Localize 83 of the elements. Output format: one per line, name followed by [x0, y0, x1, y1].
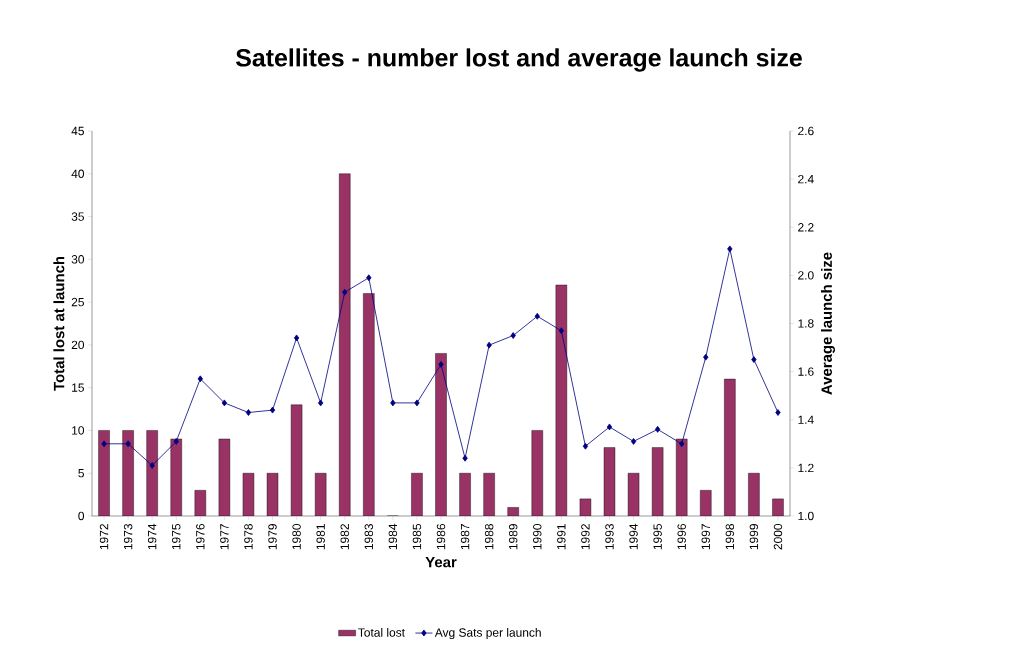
x-tick-label: 1985: [412, 524, 422, 550]
y-tick-label: 35: [71, 212, 84, 221]
point: [462, 454, 468, 462]
legend-label: Avg Sats per launch: [434, 627, 541, 640]
y-tick-label: 20: [71, 340, 85, 350]
point: [197, 375, 203, 383]
point: [438, 361, 444, 368]
x-tick-label: 1974: [147, 523, 157, 550]
point: [125, 440, 131, 448]
point: [342, 288, 348, 296]
point: [775, 409, 781, 416]
y-tick-label: 25: [71, 297, 84, 307]
x-tick-label: 1987: [460, 524, 470, 550]
point: [654, 425, 661, 433]
x-tick-label: 1997: [701, 524, 710, 550]
point: [679, 440, 685, 448]
point: [630, 438, 637, 445]
chart-title: Satellites - number lost and average launch size: [235, 48, 802, 72]
point: [510, 332, 516, 339]
y2-tick-label: 2.4: [798, 174, 814, 184]
point: [558, 327, 564, 335]
y-axis-title: Total lost at launch: [53, 256, 65, 391]
point: [221, 399, 228, 407]
y-tick-label: 5: [78, 469, 84, 478]
point: [727, 245, 733, 253]
point: [582, 442, 589, 450]
point: [269, 406, 276, 414]
x-tick-label: 1981: [316, 524, 325, 550]
x-axis-title: Year: [425, 556, 457, 568]
point: [245, 409, 252, 416]
x-tick-label: 1992: [581, 524, 590, 550]
x-tick-label: 1994: [629, 523, 638, 550]
point: [366, 274, 372, 282]
point: [534, 312, 540, 320]
x-tick-label: 1972: [99, 524, 109, 550]
x-tick-label: 2000: [773, 523, 783, 550]
y2-tick-label: 1.2: [798, 463, 814, 473]
x-tick-label: 1996: [677, 524, 686, 550]
point: [101, 440, 107, 448]
point: [149, 462, 155, 469]
point: [414, 399, 420, 407]
x-tick-label: 1998: [725, 524, 735, 550]
y2-axis-title: Average launch size: [820, 252, 835, 395]
y2-tick-label: 1.8: [798, 319, 814, 328]
x-tick-label: 1991: [557, 524, 566, 550]
y2-tick-label: 2.6: [798, 126, 814, 136]
x-tick-label: 1978: [244, 524, 253, 550]
y2-tick-label: 2.2: [798, 223, 814, 232]
point: [606, 423, 613, 431]
point: [293, 334, 300, 342]
x-tick-label: 1977: [220, 524, 229, 550]
x-tick-label: 1976: [196, 524, 205, 550]
x-tick-label: 1999: [749, 524, 759, 550]
y-tick-label: 30: [71, 255, 85, 264]
point: [751, 356, 757, 363]
x-tick-label: 1979: [268, 524, 277, 550]
x-tick-label: 1984: [388, 523, 398, 550]
x-tick-label: 1989: [508, 524, 518, 550]
y-tick-label: 40: [71, 169, 85, 178]
legend-label: Total lost: [358, 627, 405, 637]
y-tick-label: 15: [72, 383, 84, 392]
x-tick-label: 1982: [340, 524, 349, 550]
y2-tick-label: 1.4: [798, 415, 814, 424]
x-tick-label: 1983: [364, 524, 374, 550]
point: [318, 399, 324, 407]
x-tick-label: 1993: [605, 524, 614, 550]
x-tick-label: 1988: [484, 524, 494, 550]
y2-tick-label: 2.0: [798, 271, 814, 280]
y2-tick-label: 1.0: [798, 511, 814, 521]
y-tick-label: 10: [72, 426, 85, 435]
y-tick-label: 0: [78, 511, 85, 521]
y2-tick-label: 1.6: [798, 367, 814, 376]
y-tick-label: 45: [71, 126, 84, 136]
x-tick-label: 1990: [533, 523, 542, 550]
point: [173, 438, 179, 445]
point: [390, 399, 396, 407]
point: [486, 341, 492, 349]
point: [703, 353, 709, 361]
x-tick-label: 1975: [172, 524, 181, 550]
x-tick-label: 1973: [123, 524, 133, 550]
x-tick-label: 1986: [436, 524, 446, 550]
x-tick-label: 1995: [653, 524, 662, 550]
x-tick-label: 1980: [292, 523, 301, 550]
